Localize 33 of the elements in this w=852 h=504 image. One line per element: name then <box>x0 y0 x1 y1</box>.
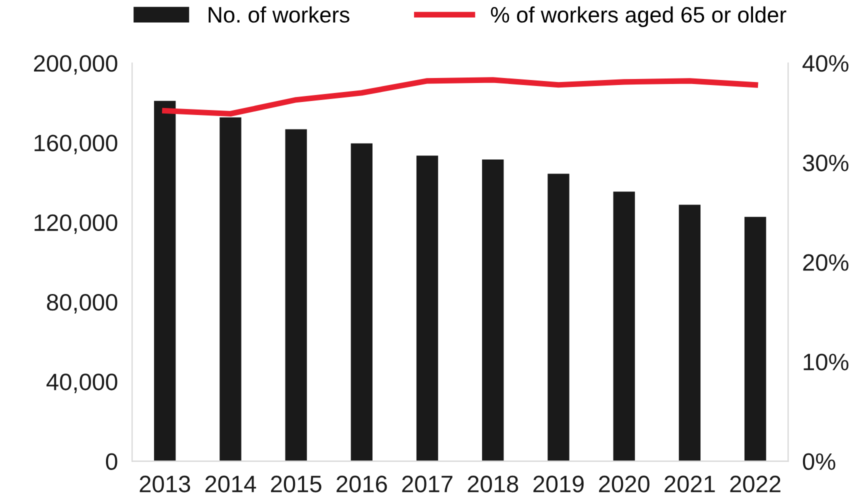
x-tick-label: 2020 <box>599 476 650 492</box>
y2-tick-label: 10% <box>804 354 848 370</box>
legend-label: No. of workers <box>208 6 350 23</box>
y-tick-label: 120,000 <box>34 214 118 234</box>
bar <box>350 143 372 462</box>
x-tick-label: 2021 <box>664 476 715 492</box>
y-tick-label: 40,000 <box>46 374 118 394</box>
bar <box>416 156 438 462</box>
legend-label: % of workers aged 65 or older <box>490 6 786 28</box>
y-tick-label: 80,000 <box>46 294 118 314</box>
y2-tick-label: 20% <box>803 254 848 271</box>
y-tick-label: 200,000 <box>34 55 118 75</box>
y2-tick-label: 30% <box>802 154 848 172</box>
x-tick-label: 2016 <box>336 476 387 492</box>
x-tick-label: 2019 <box>533 476 584 492</box>
x-tick-label: 2022 <box>730 476 780 492</box>
y2-tick-label: 40% <box>802 55 848 72</box>
bar <box>220 117 242 462</box>
y2-tick-label: 0% <box>802 453 836 470</box>
y-tick-label: 0 <box>106 453 118 470</box>
bar <box>548 174 570 462</box>
x-tick-label: 2015 <box>271 476 322 492</box>
bar <box>482 160 504 462</box>
bar <box>285 129 307 462</box>
bar <box>678 204 701 462</box>
x-tick-label: 2013 <box>140 476 190 492</box>
x-tick-label: 2017 <box>402 476 452 492</box>
bar <box>744 216 766 462</box>
y-tick-label: 160,000 <box>34 134 118 154</box>
bar <box>154 100 176 462</box>
x-tick-label: 2018 <box>468 476 518 492</box>
x-tick-label: 2014 <box>205 476 256 492</box>
bar <box>613 192 635 462</box>
